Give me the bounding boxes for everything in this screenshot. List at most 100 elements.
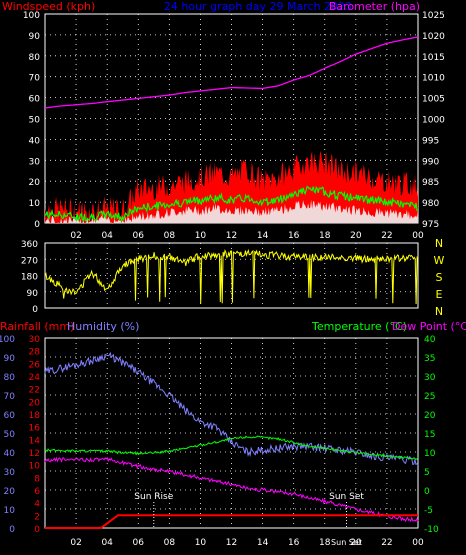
wind-y-tick-label: 30 bbox=[29, 157, 41, 167]
rain-y-tick-label: 30 bbox=[29, 335, 41, 345]
wind-x-tick-label: 08 bbox=[164, 231, 176, 241]
wind-y-tick-label: 90 bbox=[29, 32, 41, 42]
dewpoint-axis-label: Dew Point (°C) bbox=[392, 320, 466, 333]
sunrise-label: Sun Rise bbox=[134, 492, 173, 502]
climate-x-tick-label: 10 bbox=[195, 538, 207, 548]
direction-y-tick-label: 270 bbox=[21, 256, 38, 266]
temperature-y-tick-label: 5 bbox=[424, 468, 430, 478]
humidity-y-tick-label: 70 bbox=[4, 392, 16, 402]
humidity-y-tick-label: 10 bbox=[4, 506, 16, 516]
temperature-y-tick-label: 15 bbox=[424, 430, 435, 440]
climate-x-tick-label: 02 bbox=[70, 538, 81, 548]
rain-y-tick-label: 20 bbox=[29, 398, 41, 408]
windspeed-axis-label: Windspeed (kph) bbox=[2, 0, 95, 13]
gust-series-area bbox=[45, 150, 418, 223]
rain-y-tick-label: 12 bbox=[29, 449, 40, 459]
temperature-y-tick-label: 25 bbox=[424, 392, 435, 402]
climate-x-tick-label: 08 bbox=[164, 538, 176, 548]
wind-y-tick-label: 10 bbox=[29, 199, 41, 209]
wind-y-tick-label: 70 bbox=[29, 74, 41, 84]
climate-x-tick-label: 04 bbox=[101, 538, 113, 548]
barometer-y-tick-label: 995 bbox=[422, 136, 439, 146]
wind-x-tick-label: 10 bbox=[195, 231, 207, 241]
wind-x-tick-label: 06 bbox=[133, 231, 145, 241]
direction-y-tick-label: 90 bbox=[27, 289, 39, 299]
temperature-y-tick-label: 40 bbox=[424, 335, 436, 345]
temperature-axis-label: Temperature (°C) bbox=[311, 320, 407, 333]
climate-x-tick-label: 20 bbox=[350, 538, 362, 548]
temperature-y-tick-label: 30 bbox=[424, 373, 436, 383]
wind-y-tick-label: 80 bbox=[29, 53, 41, 63]
wind-x-tick-label: 04 bbox=[101, 231, 113, 241]
barometer-y-tick-label: 1000 bbox=[422, 116, 445, 126]
average-series-line bbox=[44, 185, 419, 223]
humidity-y-tick-label: 60 bbox=[4, 411, 16, 421]
humidity-y-tick-label: 20 bbox=[4, 487, 16, 497]
wind-x-tick-label: 18 bbox=[319, 231, 331, 241]
humidity-series-line bbox=[44, 351, 419, 466]
wind-y-tick-label: 0 bbox=[34, 220, 40, 230]
wind-x-tick-label: 14 bbox=[257, 231, 269, 241]
wind-x-tick-label: 22 bbox=[381, 231, 392, 241]
temperature-y-tick-label: 20 bbox=[424, 411, 436, 421]
barometer-y-tick-label: 975 bbox=[422, 220, 439, 230]
rain-y-tick-label: 2 bbox=[34, 512, 40, 522]
wind-y-tick-label: 100 bbox=[23, 11, 40, 21]
wind-x-tick-label: 02 bbox=[70, 231, 81, 241]
wind-y-tick-label: 50 bbox=[29, 116, 41, 126]
humidity-y-tick-label: 50 bbox=[4, 430, 16, 440]
direction-y-tick-label: 0 bbox=[32, 305, 38, 315]
wind-x-tick-label: 12 bbox=[226, 231, 237, 241]
rainfall-axis-label: Rainfall (mm) bbox=[0, 320, 74, 333]
temperature-y-tick-label: 35 bbox=[424, 354, 435, 364]
dewpoint-series-line bbox=[44, 456, 419, 523]
rain-y-tick-label: 6 bbox=[34, 487, 40, 497]
sunset-label: Sun Set bbox=[329, 492, 364, 502]
rain-y-tick-label: 10 bbox=[29, 462, 41, 472]
barometer-axis-label: Barometer (hpa) bbox=[329, 0, 420, 13]
climate-x-tick-label: 18 bbox=[319, 538, 331, 548]
direction-y-tick-label: 180 bbox=[21, 273, 38, 283]
temperature-series-line bbox=[44, 435, 419, 461]
climate-x-tick-label: 06 bbox=[133, 538, 145, 548]
climate-x-tick-label: 00 bbox=[412, 538, 424, 548]
barometer-y-tick-label: 985 bbox=[422, 178, 439, 188]
direction-series-line bbox=[44, 248, 419, 305]
climate-x-tick-label: 22 bbox=[381, 538, 392, 548]
compass-label: N bbox=[435, 237, 443, 250]
compass-label: S bbox=[436, 271, 443, 284]
barometer-y-tick-label: 1010 bbox=[422, 74, 445, 84]
rain-y-tick-label: 4 bbox=[34, 500, 40, 510]
humidity-axis-label: Humidity (%) bbox=[67, 320, 139, 333]
humidity-y-tick-label: 40 bbox=[4, 449, 16, 459]
barometer-y-tick-label: 1005 bbox=[422, 95, 445, 105]
rain-y-tick-label: 0 bbox=[34, 525, 40, 535]
barometer-y-tick-label: 1015 bbox=[422, 53, 445, 63]
compass-label: W bbox=[434, 254, 445, 267]
humidity-y-tick-label: 80 bbox=[4, 373, 16, 383]
rain-y-tick-label: 18 bbox=[29, 411, 41, 421]
barometer-series-line bbox=[44, 36, 419, 109]
humidity-y-tick-label: 0 bbox=[9, 525, 15, 535]
compass-label: E bbox=[436, 288, 443, 301]
rain-y-tick-label: 8 bbox=[34, 474, 40, 484]
rain-y-tick-label: 26 bbox=[29, 360, 41, 370]
climate-x-tick-label: 12 bbox=[226, 538, 237, 548]
barometer-y-tick-label: 1025 bbox=[422, 11, 445, 21]
climate-x-tick-label: 14 bbox=[257, 538, 269, 548]
chart-title: 24 hour graph day 29 March 2023 bbox=[164, 0, 352, 13]
barometer-y-tick-label: 990 bbox=[422, 157, 439, 167]
rain-y-tick-label: 16 bbox=[29, 424, 41, 434]
temperature-y-tick-label: 10 bbox=[424, 449, 436, 459]
humidity-y-tick-label: 90 bbox=[4, 354, 16, 364]
temperature-y-tick-label: -5 bbox=[424, 506, 433, 516]
wind-y-tick-label: 60 bbox=[29, 95, 41, 105]
humidity-y-tick-label: 100 bbox=[0, 335, 15, 345]
barometer-y-tick-label: 1020 bbox=[422, 32, 445, 42]
rain-y-tick-label: 24 bbox=[29, 373, 41, 383]
rain-y-tick-label: 22 bbox=[29, 386, 40, 396]
climate-x-tick-label: 16 bbox=[288, 538, 300, 548]
temperature-y-tick-label: 0 bbox=[424, 487, 430, 497]
wind-x-tick-label: 00 bbox=[412, 231, 424, 241]
